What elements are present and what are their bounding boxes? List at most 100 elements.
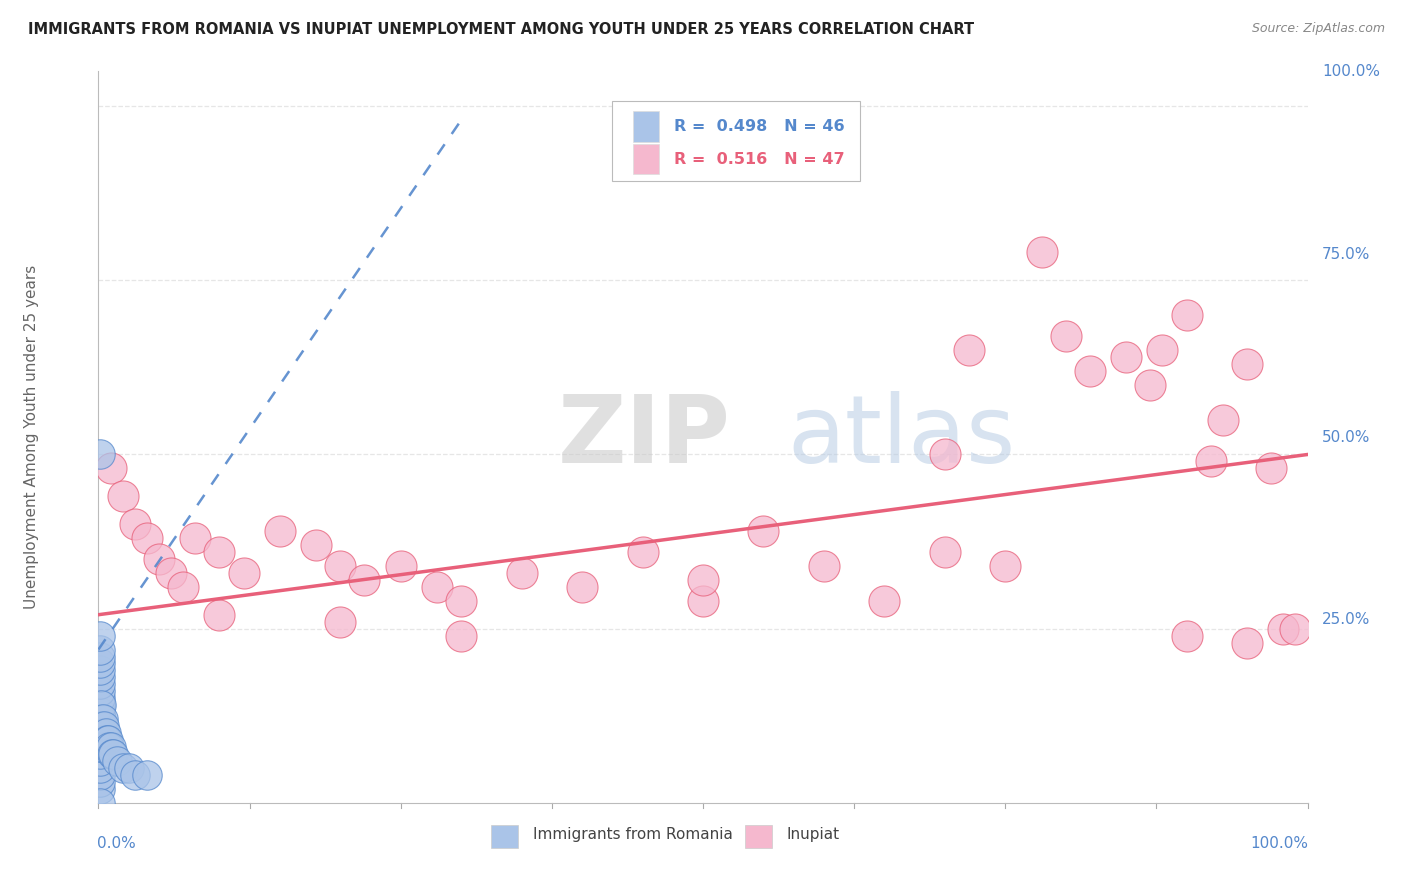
Point bbox=[692, 573, 714, 587]
Point bbox=[100, 461, 122, 475]
FancyBboxPatch shape bbox=[745, 825, 772, 848]
Point bbox=[89, 796, 111, 810]
Point bbox=[752, 524, 775, 538]
Point bbox=[89, 781, 111, 796]
Text: 75.0%: 75.0% bbox=[1322, 247, 1371, 261]
FancyBboxPatch shape bbox=[633, 144, 659, 175]
Point bbox=[89, 642, 111, 657]
Point bbox=[135, 768, 157, 782]
Point bbox=[426, 580, 449, 594]
Point bbox=[111, 489, 134, 503]
Point bbox=[101, 747, 124, 761]
Text: Unemployment Among Youth under 25 years: Unemployment Among Youth under 25 years bbox=[24, 265, 39, 609]
Text: 100.0%: 100.0% bbox=[1251, 836, 1309, 851]
Point bbox=[89, 740, 111, 755]
Point bbox=[389, 558, 412, 573]
Text: R =  0.516   N = 47: R = 0.516 N = 47 bbox=[673, 152, 845, 167]
Point bbox=[631, 545, 654, 559]
Point bbox=[329, 558, 352, 573]
Point bbox=[89, 629, 111, 643]
Point bbox=[184, 531, 207, 545]
Point bbox=[89, 677, 111, 691]
Point bbox=[89, 726, 111, 740]
Text: 100.0%: 100.0% bbox=[1322, 64, 1381, 78]
Point bbox=[124, 768, 146, 782]
Point bbox=[91, 719, 114, 733]
Point bbox=[1175, 308, 1198, 322]
Point bbox=[813, 558, 835, 573]
Point bbox=[160, 566, 183, 580]
Point bbox=[97, 733, 120, 747]
Point bbox=[571, 580, 593, 594]
Point bbox=[89, 768, 111, 782]
Point bbox=[1139, 377, 1161, 392]
Point bbox=[89, 684, 111, 698]
Point bbox=[96, 733, 118, 747]
Point bbox=[111, 761, 134, 775]
Point bbox=[124, 517, 146, 532]
Text: 25.0%: 25.0% bbox=[1322, 613, 1371, 627]
Point bbox=[1078, 364, 1101, 378]
Point bbox=[98, 740, 121, 755]
Point bbox=[94, 726, 117, 740]
Text: atlas: atlas bbox=[787, 391, 1017, 483]
Point bbox=[305, 538, 328, 552]
Point bbox=[208, 545, 231, 559]
Point bbox=[89, 649, 111, 664]
Point bbox=[91, 726, 114, 740]
Point bbox=[1212, 412, 1234, 426]
Point bbox=[89, 657, 111, 671]
Point bbox=[89, 664, 111, 678]
Point bbox=[89, 691, 111, 706]
Point bbox=[1284, 622, 1306, 636]
Point bbox=[934, 448, 956, 462]
Point bbox=[89, 712, 111, 726]
Point bbox=[1115, 350, 1137, 364]
Point bbox=[1236, 357, 1258, 371]
Text: 50.0%: 50.0% bbox=[1322, 430, 1371, 444]
Text: 0.0%: 0.0% bbox=[97, 836, 136, 851]
Text: Source: ZipAtlas.com: Source: ZipAtlas.com bbox=[1251, 22, 1385, 36]
Text: ZIP: ZIP bbox=[558, 391, 731, 483]
Point bbox=[89, 733, 111, 747]
Point bbox=[329, 615, 352, 629]
Point bbox=[510, 566, 533, 580]
Point bbox=[135, 531, 157, 545]
Text: Immigrants from Romania: Immigrants from Romania bbox=[533, 827, 733, 842]
Point bbox=[89, 698, 111, 713]
Text: R =  0.498   N = 46: R = 0.498 N = 46 bbox=[673, 119, 845, 134]
Point bbox=[89, 448, 111, 462]
Point bbox=[93, 733, 115, 747]
Point bbox=[957, 343, 980, 357]
Point bbox=[89, 754, 111, 768]
Point bbox=[100, 740, 122, 755]
Point bbox=[148, 552, 170, 566]
Point bbox=[208, 607, 231, 622]
Point bbox=[1260, 461, 1282, 475]
Point bbox=[232, 566, 254, 580]
Point bbox=[1199, 454, 1222, 468]
Point bbox=[89, 761, 111, 775]
Point bbox=[353, 573, 375, 587]
Point bbox=[1031, 245, 1053, 260]
Point bbox=[934, 545, 956, 559]
Point bbox=[172, 580, 194, 594]
Point bbox=[269, 524, 291, 538]
Point bbox=[89, 670, 111, 684]
FancyBboxPatch shape bbox=[633, 111, 659, 142]
Point bbox=[91, 712, 114, 726]
Point bbox=[450, 629, 472, 643]
Text: IMMIGRANTS FROM ROMANIA VS INUPIAT UNEMPLOYMENT AMONG YOUTH UNDER 25 YEARS CORRE: IMMIGRANTS FROM ROMANIA VS INUPIAT UNEMP… bbox=[28, 22, 974, 37]
Point bbox=[1152, 343, 1174, 357]
Point bbox=[90, 698, 112, 713]
Point bbox=[1054, 329, 1077, 343]
Point bbox=[100, 747, 122, 761]
Point bbox=[90, 726, 112, 740]
Point bbox=[1272, 622, 1295, 636]
Point bbox=[873, 594, 896, 608]
Point bbox=[89, 705, 111, 719]
Point bbox=[90, 740, 112, 755]
FancyBboxPatch shape bbox=[492, 825, 517, 848]
Point bbox=[118, 761, 141, 775]
Point bbox=[105, 754, 128, 768]
